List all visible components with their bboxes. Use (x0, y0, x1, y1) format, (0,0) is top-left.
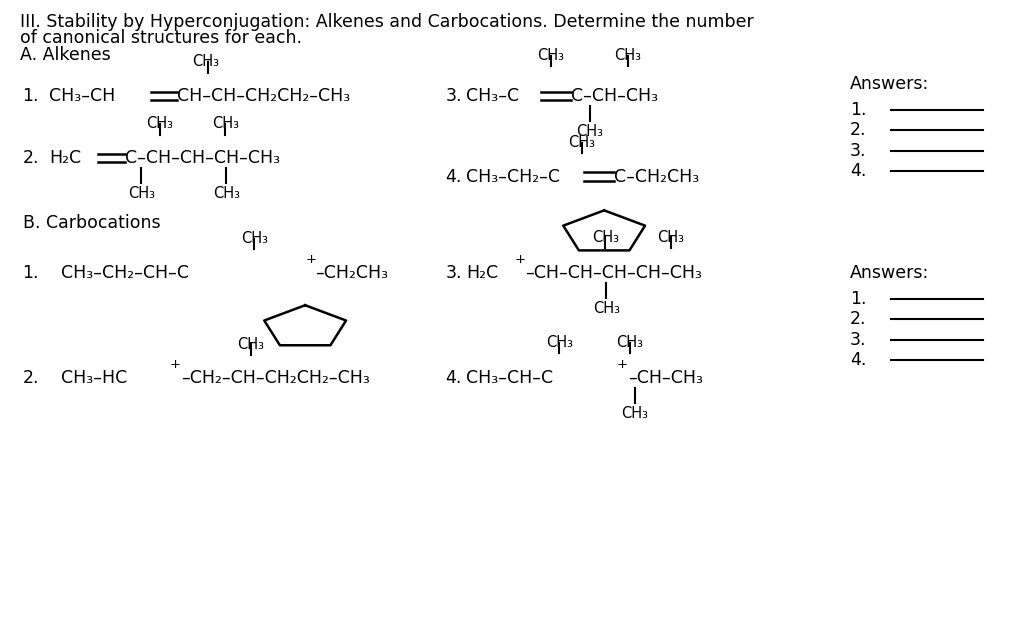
Text: C–CH–CH–CH–CH₃: C–CH–CH–CH–CH₃ (125, 149, 280, 167)
Text: –CH–CH₃: –CH–CH₃ (628, 369, 702, 388)
Text: 3.: 3. (445, 87, 462, 105)
Text: 4.: 4. (445, 167, 462, 186)
Text: 4.: 4. (445, 369, 462, 388)
Text: 1.: 1. (850, 290, 866, 308)
Text: Answers:: Answers: (850, 264, 929, 282)
Text: +: + (170, 358, 181, 371)
Text: 1.: 1. (23, 87, 39, 105)
Text: C–CH₂CH₃: C–CH₂CH₃ (614, 167, 699, 186)
Text: 3.: 3. (850, 330, 866, 349)
Text: CH₃: CH₃ (568, 135, 595, 150)
Text: –CH₂–CH–CH₂CH₂–CH₃: –CH₂–CH–CH₂CH₂–CH₃ (181, 369, 370, 388)
Text: CH₃–CH₂–C: CH₃–CH₂–C (466, 167, 560, 186)
Text: +: + (305, 253, 316, 265)
Text: 1.: 1. (850, 100, 866, 119)
Text: C–CH–CH₃: C–CH–CH₃ (571, 87, 658, 105)
Text: 2.: 2. (850, 121, 866, 140)
Text: 1.: 1. (23, 264, 39, 282)
Text: CH₃: CH₃ (238, 337, 264, 352)
Text: CH₃–CH–C: CH₃–CH–C (466, 369, 553, 388)
Text: CH₃–CH: CH₃–CH (49, 87, 116, 105)
Text: CH₃: CH₃ (241, 231, 267, 246)
Text: CH₃: CH₃ (657, 230, 684, 245)
Text: Answers:: Answers: (850, 74, 929, 93)
Text: CH₃: CH₃ (577, 124, 603, 139)
Text: 3.: 3. (445, 264, 462, 282)
Text: of canonical structures for each.: of canonical structures for each. (20, 29, 302, 48)
Text: CH₃: CH₃ (212, 117, 239, 131)
Text: B. Carbocations: B. Carbocations (23, 214, 160, 232)
Text: CH₃: CH₃ (538, 48, 564, 63)
Text: A. Alkenes: A. Alkenes (20, 45, 112, 64)
Text: H₂C: H₂C (466, 264, 498, 282)
Text: III. Stability by Hyperconjugation: Alkenes and Carbocations. Determine the numb: III. Stability by Hyperconjugation: Alke… (20, 12, 755, 31)
Text: 4.: 4. (850, 351, 866, 370)
Text: +: + (616, 358, 628, 371)
Text: 2.: 2. (850, 310, 866, 329)
Text: CH₃: CH₃ (193, 55, 219, 69)
Text: CH₃: CH₃ (213, 186, 240, 201)
Text: CH₃: CH₃ (593, 301, 620, 316)
Text: 4.: 4. (850, 162, 866, 180)
Text: CH₃: CH₃ (546, 335, 572, 350)
Text: CH₃–CH₂–CH–C: CH₃–CH₂–CH–C (61, 264, 189, 282)
Text: CH₃–C: CH₃–C (466, 87, 519, 105)
Text: CH₃: CH₃ (616, 335, 643, 350)
Text: 2.: 2. (23, 149, 39, 167)
Text: 3.: 3. (850, 141, 866, 160)
Text: –CH₂CH₃: –CH₂CH₃ (315, 264, 388, 282)
Text: CH₃: CH₃ (622, 406, 648, 421)
Text: +: + (515, 253, 526, 265)
Text: CH₃–HC: CH₃–HC (61, 369, 128, 388)
Text: CH₃: CH₃ (614, 48, 641, 63)
Text: CH₃: CH₃ (146, 117, 173, 131)
Text: CH₃: CH₃ (592, 230, 618, 245)
Text: –CH–CH–CH–CH–CH₃: –CH–CH–CH–CH–CH₃ (525, 264, 702, 282)
Text: CH–CH–CH₂CH₂–CH₃: CH–CH–CH₂CH₂–CH₃ (177, 87, 350, 105)
Text: CH₃: CH₃ (128, 186, 155, 201)
Text: H₂C: H₂C (49, 149, 81, 167)
Text: 2.: 2. (23, 369, 39, 388)
